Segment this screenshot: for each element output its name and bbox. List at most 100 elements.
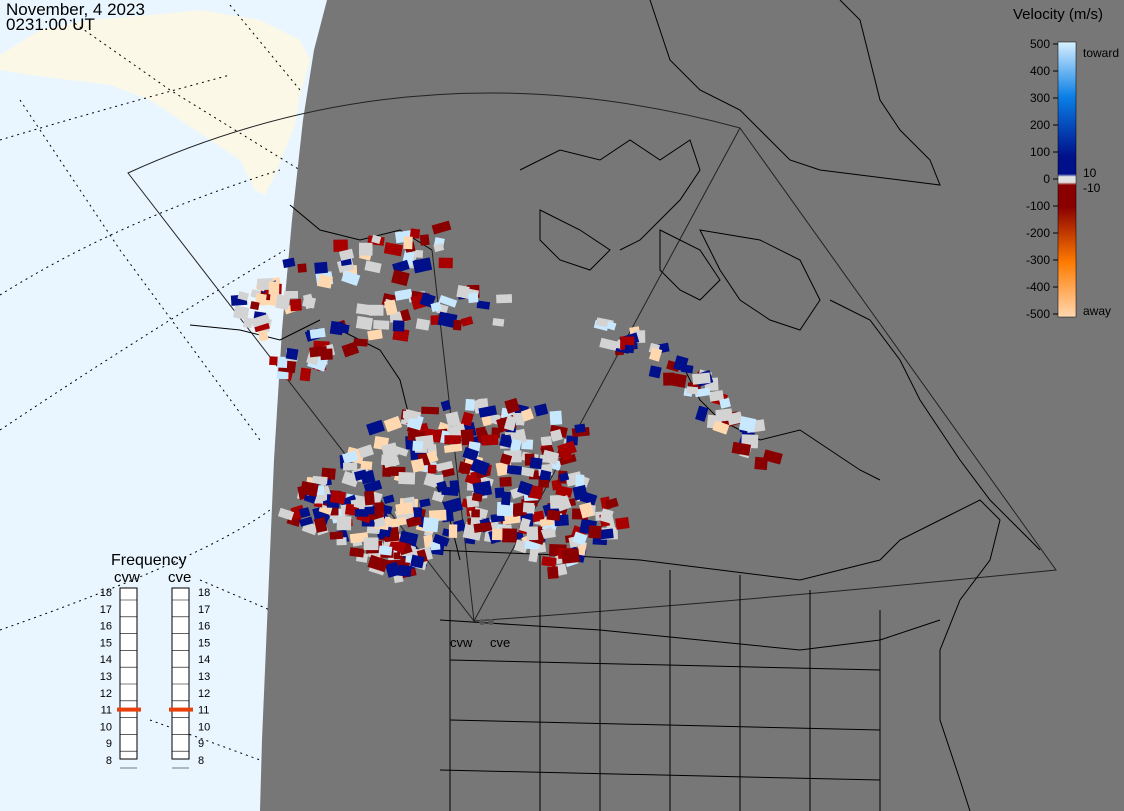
- velocity-cell: [258, 330, 269, 342]
- velocity-cell: [557, 440, 577, 458]
- frequency-tick-label: 12: [100, 688, 112, 700]
- velocity-cell: [456, 285, 470, 299]
- velocity-cell: [574, 423, 586, 434]
- velocity-cell: [460, 316, 474, 327]
- velocity-cell: [460, 429, 474, 439]
- frequency-tick-label: 11: [101, 705, 112, 717]
- velocity-cell: [299, 481, 319, 497]
- velocity-cell: [465, 398, 475, 411]
- velocity-cell: [422, 517, 439, 533]
- velocity-cell: [539, 469, 552, 483]
- velocity-cell: [385, 561, 401, 578]
- velocity-cell: [436, 460, 454, 472]
- velocity-cell: [333, 239, 348, 252]
- velocity-cell: [412, 257, 433, 274]
- velocity-cell: [540, 526, 554, 539]
- velocity-cell: [277, 507, 295, 521]
- velocity-cell: [599, 337, 618, 351]
- frequency-tick-label: 12: [198, 688, 210, 700]
- velocity-cell: [343, 462, 358, 471]
- velocity-cell: [499, 433, 514, 448]
- legend-tick-label: -500: [1026, 307, 1050, 321]
- velocity-cell: [394, 288, 413, 301]
- velocity-cell: [555, 495, 572, 512]
- velocity-cell: [409, 228, 421, 239]
- velocity-cell: [471, 492, 483, 502]
- velocity-cell: [297, 263, 307, 273]
- frequency-tick-label: 13: [100, 671, 112, 683]
- velocity-cell: [443, 443, 463, 453]
- velocity-cell: [309, 327, 326, 339]
- velocity-cell: [412, 440, 424, 452]
- velocity-cell: [522, 502, 535, 513]
- legend-tick-label: -200: [1026, 226, 1050, 240]
- velocity-cell: [561, 451, 573, 462]
- velocity-cell: [336, 537, 347, 546]
- radar-site-cvw: [479, 619, 485, 625]
- velocity-cell: [363, 537, 379, 551]
- velocity-cell: [430, 301, 442, 313]
- velocity-cell: [249, 301, 260, 311]
- velocity-cell: [538, 479, 550, 488]
- velocity-cell: [506, 465, 523, 475]
- velocity-cell: [314, 261, 328, 274]
- velocity-cell: [431, 490, 445, 503]
- velocity-cell: [519, 517, 531, 533]
- velocity-cell: [663, 372, 675, 386]
- frequency-bar-cve: [171, 587, 190, 760]
- velocity-cell: [299, 516, 314, 527]
- velocity-cell: [384, 299, 398, 316]
- legend-marker-neg: -10: [1083, 181, 1101, 195]
- velocity-cell: [433, 242, 445, 253]
- velocity-cell: [329, 531, 344, 540]
- frequency-tick-label: 13: [198, 671, 210, 683]
- velocity-cell: [499, 476, 512, 487]
- velocity-cell: [432, 533, 450, 547]
- velocity-cell: [421, 406, 440, 415]
- legend-scale: 500 400 300 200 100 0 -100 -200 -300 -400 -500: [1026, 37, 1058, 321]
- velocity-cell: [672, 373, 687, 388]
- velocity-cell: [366, 419, 385, 436]
- velocity-cell: [383, 242, 403, 257]
- legend-tick-label: 400: [1030, 64, 1050, 78]
- velocity-cell: [511, 502, 528, 518]
- velocity-cell: [250, 313, 271, 328]
- velocity-cell: [527, 484, 544, 500]
- velocity-cell: [481, 434, 499, 446]
- velocity-cell: [715, 408, 733, 422]
- velocity-cell: [355, 315, 374, 331]
- legend-marker-pos: 10: [1083, 166, 1097, 180]
- velocity-cell: [492, 318, 505, 327]
- velocity-cell: [282, 257, 296, 269]
- velocity-cell: [364, 490, 375, 506]
- graticule: [0, 4, 301, 761]
- velocity-cell: [360, 470, 376, 485]
- legend-colorbar: [1057, 41, 1077, 318]
- frequency-tick-label: 16: [198, 621, 210, 633]
- velocity-cell: [392, 320, 405, 332]
- velocity-cell: [392, 327, 410, 342]
- velocity-cell: [438, 295, 458, 308]
- velocity-cell: [648, 365, 662, 379]
- velocity-cells: [230, 220, 783, 584]
- velocity-cell: [604, 497, 619, 510]
- velocity-cell: [275, 294, 291, 310]
- frequency-tick-label: 17: [198, 604, 210, 616]
- velocity-cell: [398, 472, 416, 485]
- velocity-cell: [353, 338, 368, 347]
- velocity-cell: [708, 390, 725, 402]
- velocity-cell: [430, 541, 441, 551]
- velocity-cell: [686, 386, 699, 395]
- velocity-cell: [353, 495, 366, 510]
- frequency-marker-cvw: [117, 707, 141, 712]
- velocity-cell: [317, 274, 334, 289]
- frequency-tick-label: 15: [100, 637, 112, 649]
- alaska-landmass: [0, 10, 310, 195]
- velocity-cell: [555, 485, 573, 498]
- velocity-cell: [673, 355, 689, 372]
- velocity-cell: [335, 322, 350, 334]
- velocity-cell: [392, 259, 410, 274]
- velocity-cell: [391, 269, 410, 287]
